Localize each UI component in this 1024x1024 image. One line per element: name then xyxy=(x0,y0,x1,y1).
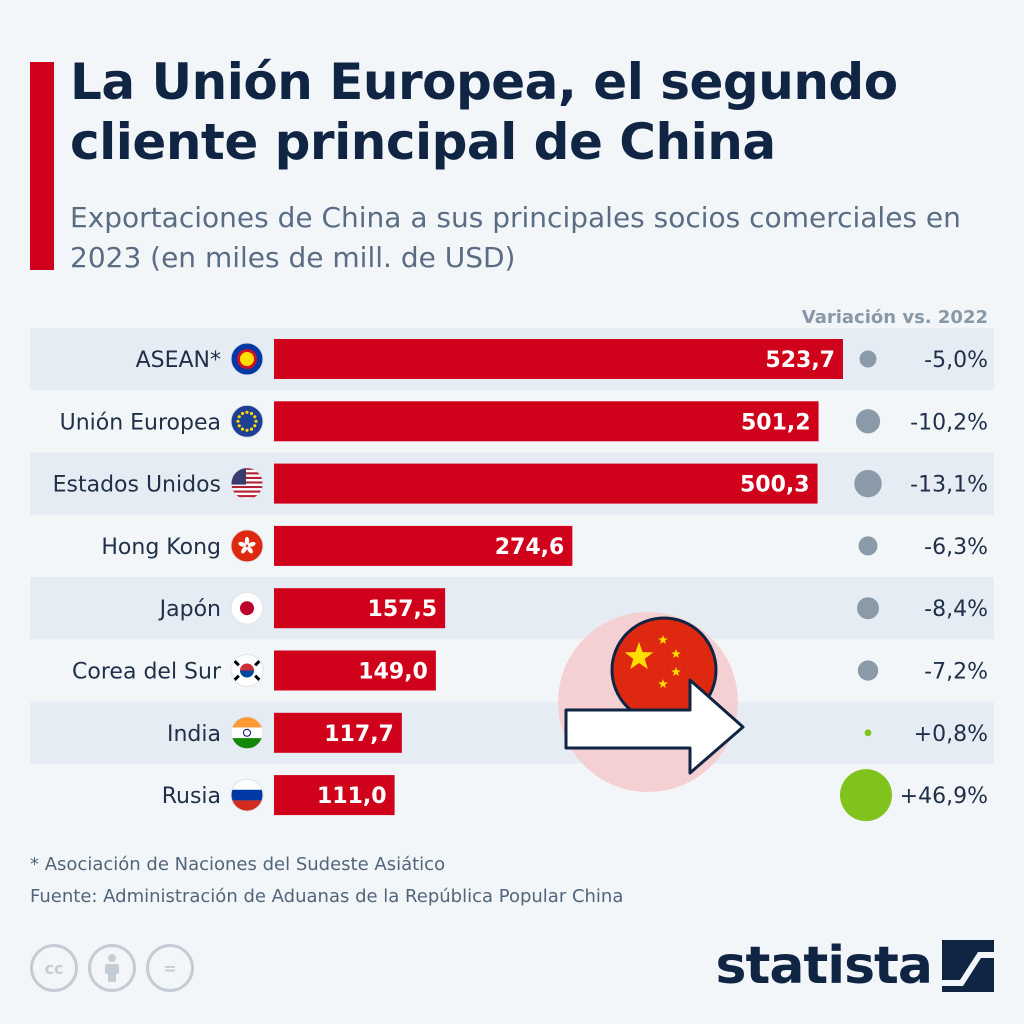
variation-label: +0,8% xyxy=(914,722,988,747)
export-arrow-icon xyxy=(564,678,745,775)
variation-label: -10,2% xyxy=(910,410,988,435)
cc-icon[interactable]: cc xyxy=(30,944,78,992)
in-flag-icon xyxy=(230,716,264,750)
flag-star-large xyxy=(624,642,654,670)
footnote: * Asociación de Naciones del Sudeste Asi… xyxy=(30,854,446,875)
statista-logo-icon xyxy=(942,940,994,992)
value-label: 111,0 xyxy=(317,784,387,809)
bar xyxy=(274,401,819,442)
china-export-illustration xyxy=(558,612,745,792)
value-label: 501,2 xyxy=(741,410,811,435)
asean-flag-icon xyxy=(230,342,264,376)
category-label: Corea del Sur xyxy=(72,660,222,685)
category-label: Hong Kong xyxy=(101,535,221,560)
variation-dot xyxy=(855,409,881,434)
eu-flag-icon xyxy=(230,404,264,438)
flag-star-small xyxy=(671,649,681,658)
us-flag-icon xyxy=(230,467,264,501)
bar xyxy=(274,339,843,379)
variation-label: -13,1% xyxy=(910,473,988,498)
chart-subtitle: Exportaciones de China a sus principales… xyxy=(70,201,961,274)
bar xyxy=(274,712,402,753)
value-label: 157,5 xyxy=(368,597,438,622)
flag-star-small xyxy=(671,667,681,676)
category-label: Rusia xyxy=(162,784,221,809)
value-label: 500,3 xyxy=(740,473,810,498)
flag-star-small xyxy=(658,635,668,644)
category-label: India xyxy=(167,722,221,747)
chart-title: La Unión Europea, el segundo cliente pri… xyxy=(70,53,898,171)
variation-dot xyxy=(857,660,879,681)
variation-dot xyxy=(859,350,877,368)
value-label: 523,7 xyxy=(765,348,835,373)
category-label: Unión Europea xyxy=(60,410,221,435)
variation-header: Variación vs. 2022 xyxy=(801,307,988,328)
row-band xyxy=(30,701,994,764)
value-label: 274,6 xyxy=(495,535,565,560)
license-icons: cc = xyxy=(30,944,194,992)
variation-label: -7,2% xyxy=(924,660,988,685)
statista-logo[interactable]: statista xyxy=(716,936,994,996)
jp-flag-icon xyxy=(230,591,264,625)
title-accent-bar xyxy=(30,62,54,270)
variation-label: +46,9% xyxy=(900,784,988,809)
value-label: 117,7 xyxy=(324,722,394,747)
kr-flag-icon xyxy=(230,654,264,687)
flag-star-small xyxy=(658,679,668,688)
bar xyxy=(274,463,818,504)
hk-flag-icon xyxy=(230,529,264,563)
bar xyxy=(274,650,436,691)
variation-dot xyxy=(854,469,882,498)
ru-flag-icon xyxy=(230,778,264,812)
variation-dot xyxy=(858,536,878,556)
brand-name: statista xyxy=(715,936,933,996)
bar xyxy=(274,588,446,629)
category-label: ASEAN* xyxy=(136,348,221,373)
source-note: Fuente: Administración de Aduanas de la … xyxy=(30,886,624,907)
variation-dot xyxy=(856,597,880,620)
variation-label: -8,4% xyxy=(924,597,988,622)
variation-dot xyxy=(864,729,872,737)
variation-label: -5,0% xyxy=(924,348,988,373)
row-band xyxy=(30,577,994,640)
attribution-icon[interactable] xyxy=(88,944,136,992)
bar xyxy=(274,525,573,566)
category-label: Estados Unidos xyxy=(53,473,221,498)
no-derivatives-icon[interactable]: = xyxy=(146,944,194,992)
category-label: Japón xyxy=(158,597,221,622)
bar xyxy=(274,775,395,816)
variation-dot xyxy=(840,769,892,822)
value-label: 149,0 xyxy=(358,660,428,685)
variation-label: -6,3% xyxy=(924,535,988,560)
